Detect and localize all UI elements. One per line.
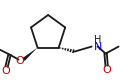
- Text: H: H: [94, 35, 101, 45]
- Text: O: O: [1, 66, 10, 76]
- Text: O: O: [16, 56, 24, 66]
- Text: N: N: [94, 42, 102, 52]
- Polygon shape: [22, 48, 37, 61]
- Text: O: O: [102, 65, 111, 75]
